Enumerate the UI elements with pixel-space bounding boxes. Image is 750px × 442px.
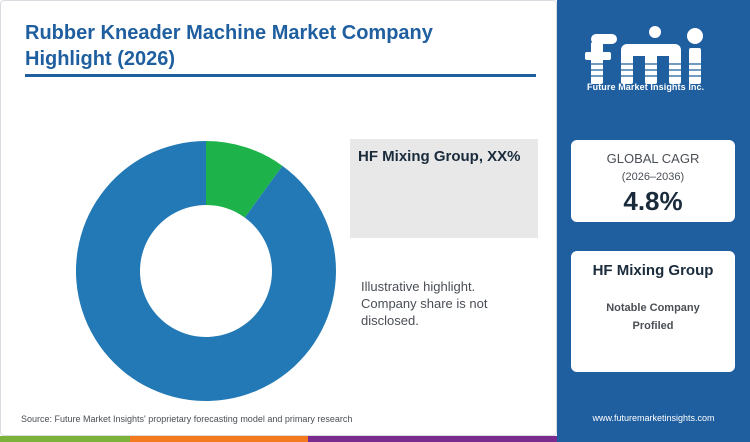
source-note: Source: Future Market Insights' propriet… <box>21 414 353 424</box>
title-underline <box>25 74 536 77</box>
chart-title: Rubber Kneader Machine Market Company Hi… <box>25 22 433 70</box>
footer-bar-purple <box>308 436 557 442</box>
donut-slice-0 <box>206 141 283 218</box>
illustrative-note: Illustrative highlight. Company share is… <box>361 279 488 328</box>
website-link[interactable]: www.futuremarketinsights.com <box>592 413 715 423</box>
fmi-logo <box>585 26 725 84</box>
company-name: HF Mixing Group <box>592 262 714 279</box>
footer-bar-orange <box>130 436 308 442</box>
cagr-period: (2026–2036) <box>621 171 685 183</box>
logo-tagline: Future Market Insights Inc. <box>587 82 705 92</box>
cagr-value: 4.8% <box>623 186 683 216</box>
company-subtitle: Notable Company Profiled <box>606 302 700 332</box>
cagr-label: GLOBAL CAGR <box>606 151 700 166</box>
chart-card: Rubber Kneader Machine Market Company Hi… <box>0 0 557 436</box>
donut-chart <box>76 141 336 401</box>
callout-label: HF Mixing Group, XX% <box>358 148 521 165</box>
company-callout: HF Mixing Group, XX% <box>350 139 538 238</box>
sidebar: Future Market Insights Inc. GLOBAL CAGR … <box>557 0 750 442</box>
cagr-box: GLOBAL CAGR (2026–2036) 4.8% <box>571 140 735 222</box>
donut-slice-1 <box>76 141 336 401</box>
company-box: HF Mixing Group Notable Company Profiled <box>571 251 735 372</box>
footer-bar-green <box>0 436 130 442</box>
